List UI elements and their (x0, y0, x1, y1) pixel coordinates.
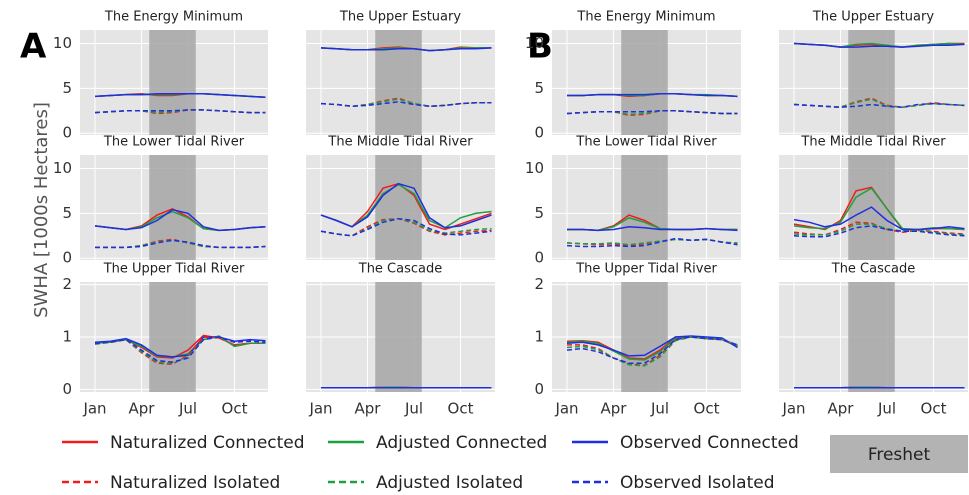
x-tick-label: Jan (781, 400, 805, 418)
series-line (566, 238, 738, 246)
legend-label: Freshet (868, 445, 931, 465)
legend-label: Observed Connected (620, 433, 799, 453)
series-line (94, 109, 266, 114)
y-tick-label: 10 (525, 34, 544, 52)
series-line (94, 92, 266, 99)
y-tick-label: 5 (534, 79, 544, 97)
freshet-shade (375, 155, 422, 260)
panel-title: The Upper Tidal River (103, 262, 245, 277)
freshet-shade (621, 282, 668, 392)
legend-label: Naturalized Connected (110, 433, 305, 453)
series-line (95, 239, 266, 249)
freshet-shade (848, 282, 895, 392)
panel-label: B (527, 27, 553, 67)
y-tick-label: 0 (534, 380, 544, 398)
series-line (320, 217, 492, 237)
freshet-shade (621, 30, 668, 135)
freshet-shade (621, 155, 668, 260)
y-tick-label: 10 (53, 34, 72, 52)
x-tick-label: Apr (129, 400, 156, 418)
x-tick-label: Apr (828, 400, 855, 418)
x-tick-label: Jul (404, 400, 423, 418)
series-line (320, 101, 492, 108)
legend-label: Observed Isolated (620, 473, 775, 493)
panel-title: The Cascade (358, 262, 443, 277)
x-tick-label: Apr (601, 400, 628, 418)
panel-title: The Upper Estuary (812, 10, 934, 25)
x-tick-label: Oct (921, 400, 947, 418)
x-tick-label: Oct (448, 400, 474, 418)
x-tick-label: Apr (355, 400, 382, 418)
x-tick-label: Oct (694, 400, 720, 418)
panel-title: The Cascade (831, 262, 916, 277)
series-line (566, 335, 738, 357)
y-tick-label: 5 (62, 79, 72, 97)
freshet-shade (375, 30, 422, 135)
x-tick-label: Oct (222, 400, 248, 418)
y-tick-label: 5 (62, 204, 72, 222)
freshet-shade (375, 282, 422, 392)
series-line (566, 336, 738, 364)
y-tick-label: 0 (62, 380, 72, 398)
panel-title: The Lower Tidal River (103, 135, 245, 150)
x-tick-label: Jan (308, 400, 332, 418)
y-tick-label: 0 (62, 124, 72, 142)
legend-label: Adjusted Connected (376, 433, 547, 453)
legend-label: Adjusted Isolated (376, 473, 523, 493)
series-line (320, 47, 492, 52)
series-line (793, 223, 965, 236)
panel-title: The Upper Tidal River (575, 262, 717, 277)
series-line (793, 102, 965, 108)
series-line (320, 182, 492, 229)
series-line (94, 336, 266, 363)
y-tick-label: 0 (62, 249, 72, 267)
freshet-shade (149, 282, 196, 392)
y-tick-label: 0 (534, 249, 544, 267)
freshet-shade (149, 30, 196, 135)
series-line (793, 42, 965, 48)
series-line (567, 226, 738, 232)
y-tick-label: 1 (62, 328, 72, 346)
y-tick-label: 2 (62, 275, 72, 293)
series-line (567, 92, 738, 98)
panel-title: The Energy Minimum (104, 10, 243, 25)
x-tick-label: Jul (877, 400, 896, 418)
x-tick-label: Jan (82, 400, 106, 418)
panel-title: The Middle Tidal River (800, 135, 946, 150)
freshet-shade (149, 155, 196, 260)
panel-title: The Energy Minimum (576, 10, 715, 25)
x-tick-label: Jul (178, 400, 197, 418)
legend-label: Naturalized Isolated (110, 473, 280, 493)
panel-title: The Lower Tidal River (575, 135, 717, 150)
y-tick-label: 0 (534, 124, 544, 142)
y-tick-label: 10 (53, 159, 72, 177)
series-line (94, 208, 266, 232)
series-line (566, 110, 738, 115)
series-line (566, 237, 738, 248)
y-axis-label: SWHA [1000s Hectares] (31, 102, 52, 318)
panel-label: A (20, 27, 47, 67)
series-line (793, 225, 965, 238)
y-tick-label: 2 (534, 275, 544, 293)
y-tick-label: 1 (534, 328, 544, 346)
x-tick-label: Jan (554, 400, 578, 418)
x-tick-label: Jul (650, 400, 669, 418)
panel-title: The Middle Tidal River (327, 135, 473, 150)
y-tick-label: 10 (525, 159, 544, 177)
y-tick-label: 5 (534, 204, 544, 222)
series-line (94, 336, 266, 358)
series-line (793, 206, 965, 231)
legend-freshet-swatch (830, 435, 968, 473)
panel-title: The Upper Estuary (339, 10, 461, 25)
